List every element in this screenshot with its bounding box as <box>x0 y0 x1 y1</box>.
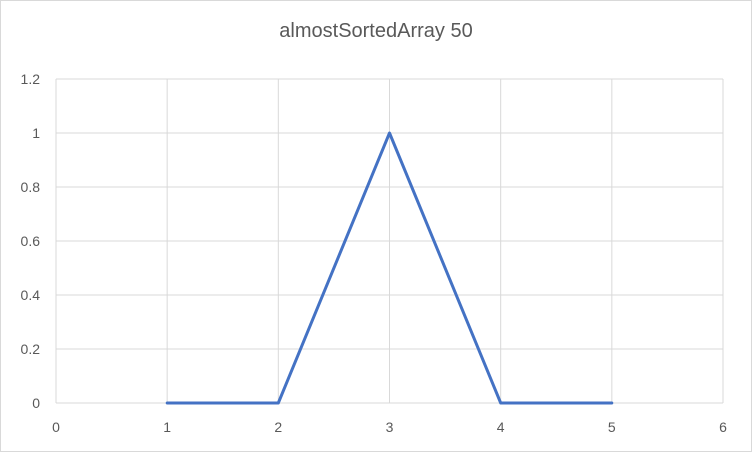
x-tick-label: 5 <box>608 419 616 435</box>
x-tick-label: 2 <box>274 419 282 435</box>
y-tick-label: 0.6 <box>21 233 41 249</box>
x-tick-label: 0 <box>52 419 60 435</box>
x-tick-label: 4 <box>497 419 505 435</box>
y-tick-label: 1 <box>32 125 40 141</box>
y-tick-label: 0 <box>32 395 40 411</box>
x-tick-label: 6 <box>719 419 727 435</box>
y-tick-label: 0.8 <box>21 179 41 195</box>
chart-title: almostSortedArray 50 <box>279 20 473 42</box>
x-tick-label: 1 <box>163 419 171 435</box>
y-tick-label: 0.2 <box>21 341 41 357</box>
series-line <box>165 131 614 405</box>
y-tick-label: 0.4 <box>21 287 41 303</box>
x-tick-label: 3 <box>386 419 394 435</box>
series-layer <box>165 131 614 405</box>
tick-labels: 0 0.2 0.4 0.6 0.8 1 1.2 0 1 2 3 4 5 6 <box>21 71 728 435</box>
gridlines <box>55 78 724 404</box>
y-tick-label: 1.2 <box>21 71 41 87</box>
